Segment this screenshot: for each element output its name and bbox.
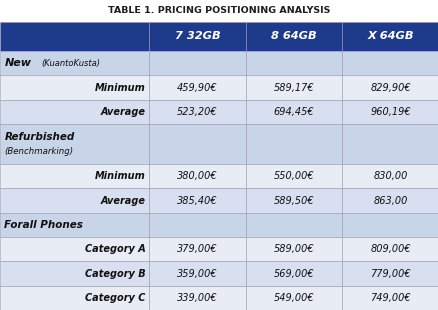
Text: 694,45€: 694,45€ — [273, 107, 314, 117]
Text: X 64GB: X 64GB — [367, 31, 413, 42]
Bar — [149, 75, 245, 100]
Text: 550,00€: 550,00€ — [273, 171, 314, 181]
Bar — [342, 286, 438, 310]
Text: 523,20€: 523,20€ — [177, 107, 217, 117]
Text: 379,00€: 379,00€ — [177, 244, 217, 254]
Text: (KuantoKusta): (KuantoKusta) — [42, 59, 100, 68]
Bar — [149, 261, 245, 286]
Bar — [149, 237, 245, 261]
Text: Refurbished: Refurbished — [4, 132, 74, 142]
Text: 385,40€: 385,40€ — [177, 196, 217, 206]
Text: 779,00€: 779,00€ — [370, 268, 410, 278]
Bar — [149, 124, 245, 164]
Bar — [342, 75, 438, 100]
Bar — [149, 100, 245, 124]
Bar — [245, 188, 342, 213]
Bar — [0, 75, 149, 100]
Bar — [245, 124, 342, 164]
Text: 359,00€: 359,00€ — [177, 268, 217, 278]
Text: 829,90€: 829,90€ — [370, 83, 410, 93]
Bar — [245, 22, 342, 51]
Text: Category B: Category B — [85, 268, 145, 278]
Text: 589,50€: 589,50€ — [273, 196, 314, 206]
Bar — [0, 0, 438, 22]
Text: Category C: Category C — [85, 293, 145, 303]
Bar — [342, 213, 438, 237]
Bar — [245, 75, 342, 100]
Text: Average: Average — [100, 196, 145, 206]
Text: 380,00€: 380,00€ — [177, 171, 217, 181]
Bar — [0, 124, 149, 164]
Bar — [0, 100, 149, 124]
Bar — [342, 22, 438, 51]
Bar — [342, 237, 438, 261]
Bar — [342, 124, 438, 164]
Text: 830,00: 830,00 — [373, 171, 407, 181]
Bar — [342, 51, 438, 75]
Bar — [0, 237, 149, 261]
Bar — [0, 286, 149, 310]
Bar — [245, 286, 342, 310]
Bar — [245, 164, 342, 188]
Bar — [0, 51, 149, 75]
Bar — [149, 286, 245, 310]
Text: (Benchmarking): (Benchmarking) — [4, 147, 73, 156]
Bar — [149, 51, 245, 75]
Bar — [0, 261, 149, 286]
Text: 339,00€: 339,00€ — [177, 293, 217, 303]
Text: TABLE 1. PRICING POSITIONING ANALYSIS: TABLE 1. PRICING POSITIONING ANALYSIS — [108, 6, 330, 16]
Bar — [342, 188, 438, 213]
Bar — [245, 100, 342, 124]
Text: 749,00€: 749,00€ — [370, 293, 410, 303]
Text: Category A: Category A — [85, 244, 145, 254]
Text: Minimum: Minimum — [95, 171, 145, 181]
Bar — [0, 22, 149, 51]
Text: 960,19€: 960,19€ — [370, 107, 410, 117]
Bar — [149, 188, 245, 213]
Bar — [0, 188, 149, 213]
Text: Minimum: Minimum — [95, 83, 145, 93]
Text: 459,90€: 459,90€ — [177, 83, 217, 93]
Bar — [149, 22, 245, 51]
Text: 8 64GB: 8 64GB — [271, 31, 316, 42]
Bar — [342, 261, 438, 286]
Text: 589,00€: 589,00€ — [273, 244, 314, 254]
Bar — [245, 237, 342, 261]
Bar — [245, 213, 342, 237]
Text: 809,00€: 809,00€ — [370, 244, 410, 254]
Bar — [0, 213, 149, 237]
Bar — [149, 213, 245, 237]
Text: 569,00€: 569,00€ — [273, 268, 314, 278]
Text: Forall Phones: Forall Phones — [4, 220, 83, 230]
Bar — [342, 164, 438, 188]
Text: 863,00: 863,00 — [373, 196, 407, 206]
Text: 7 32GB: 7 32GB — [174, 31, 220, 42]
Bar — [245, 51, 342, 75]
Bar — [149, 164, 245, 188]
Bar — [0, 164, 149, 188]
Bar — [245, 261, 342, 286]
Text: Average: Average — [100, 107, 145, 117]
Text: 549,00€: 549,00€ — [273, 293, 314, 303]
Bar — [342, 100, 438, 124]
Text: New: New — [4, 58, 32, 68]
Text: 589,17€: 589,17€ — [273, 83, 314, 93]
